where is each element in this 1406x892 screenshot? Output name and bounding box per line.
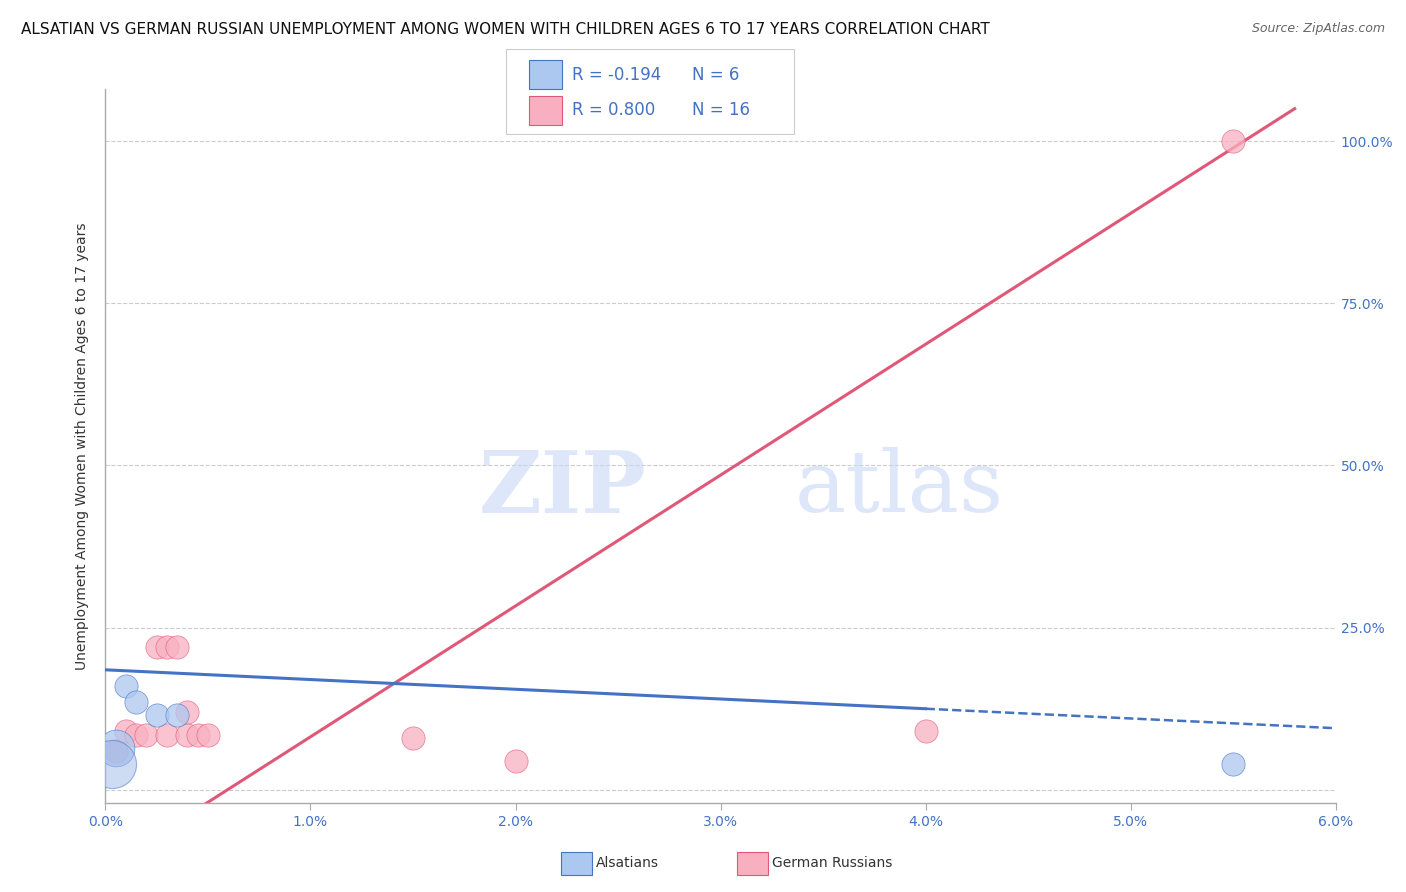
Point: [914, 724, 936, 739]
Point: [115, 679, 138, 693]
Text: N = 16: N = 16: [692, 102, 749, 120]
Text: German Russians: German Russians: [772, 856, 893, 871]
Point: [156, 640, 179, 654]
Point: [100, 756, 122, 771]
Text: Alsatians: Alsatians: [596, 856, 659, 871]
Point: [125, 695, 148, 709]
Point: [125, 728, 148, 742]
Point: [176, 728, 198, 742]
Text: atlas: atlas: [794, 447, 1004, 531]
Point: [505, 754, 527, 768]
Point: [135, 728, 157, 742]
Point: [104, 744, 127, 758]
Point: [166, 640, 188, 654]
Text: R = 0.800: R = 0.800: [572, 102, 655, 120]
Point: [402, 731, 425, 745]
Text: R = -0.194: R = -0.194: [572, 66, 661, 84]
Point: [115, 724, 138, 739]
Point: [1222, 756, 1244, 771]
Point: [104, 740, 127, 755]
Point: [156, 728, 179, 742]
Point: [187, 728, 209, 742]
Point: [1222, 134, 1244, 148]
Text: ALSATIAN VS GERMAN RUSSIAN UNEMPLOYMENT AMONG WOMEN WITH CHILDREN AGES 6 TO 17 Y: ALSATIAN VS GERMAN RUSSIAN UNEMPLOYMENT …: [21, 22, 990, 37]
Y-axis label: Unemployment Among Women with Children Ages 6 to 17 years: Unemployment Among Women with Children A…: [76, 222, 90, 670]
Text: ZIP: ZIP: [479, 447, 647, 531]
Point: [197, 728, 219, 742]
Point: [166, 708, 188, 723]
Point: [176, 705, 198, 719]
Text: N = 6: N = 6: [692, 66, 740, 84]
Point: [145, 640, 167, 654]
Point: [145, 708, 167, 723]
Text: Source: ZipAtlas.com: Source: ZipAtlas.com: [1251, 22, 1385, 36]
